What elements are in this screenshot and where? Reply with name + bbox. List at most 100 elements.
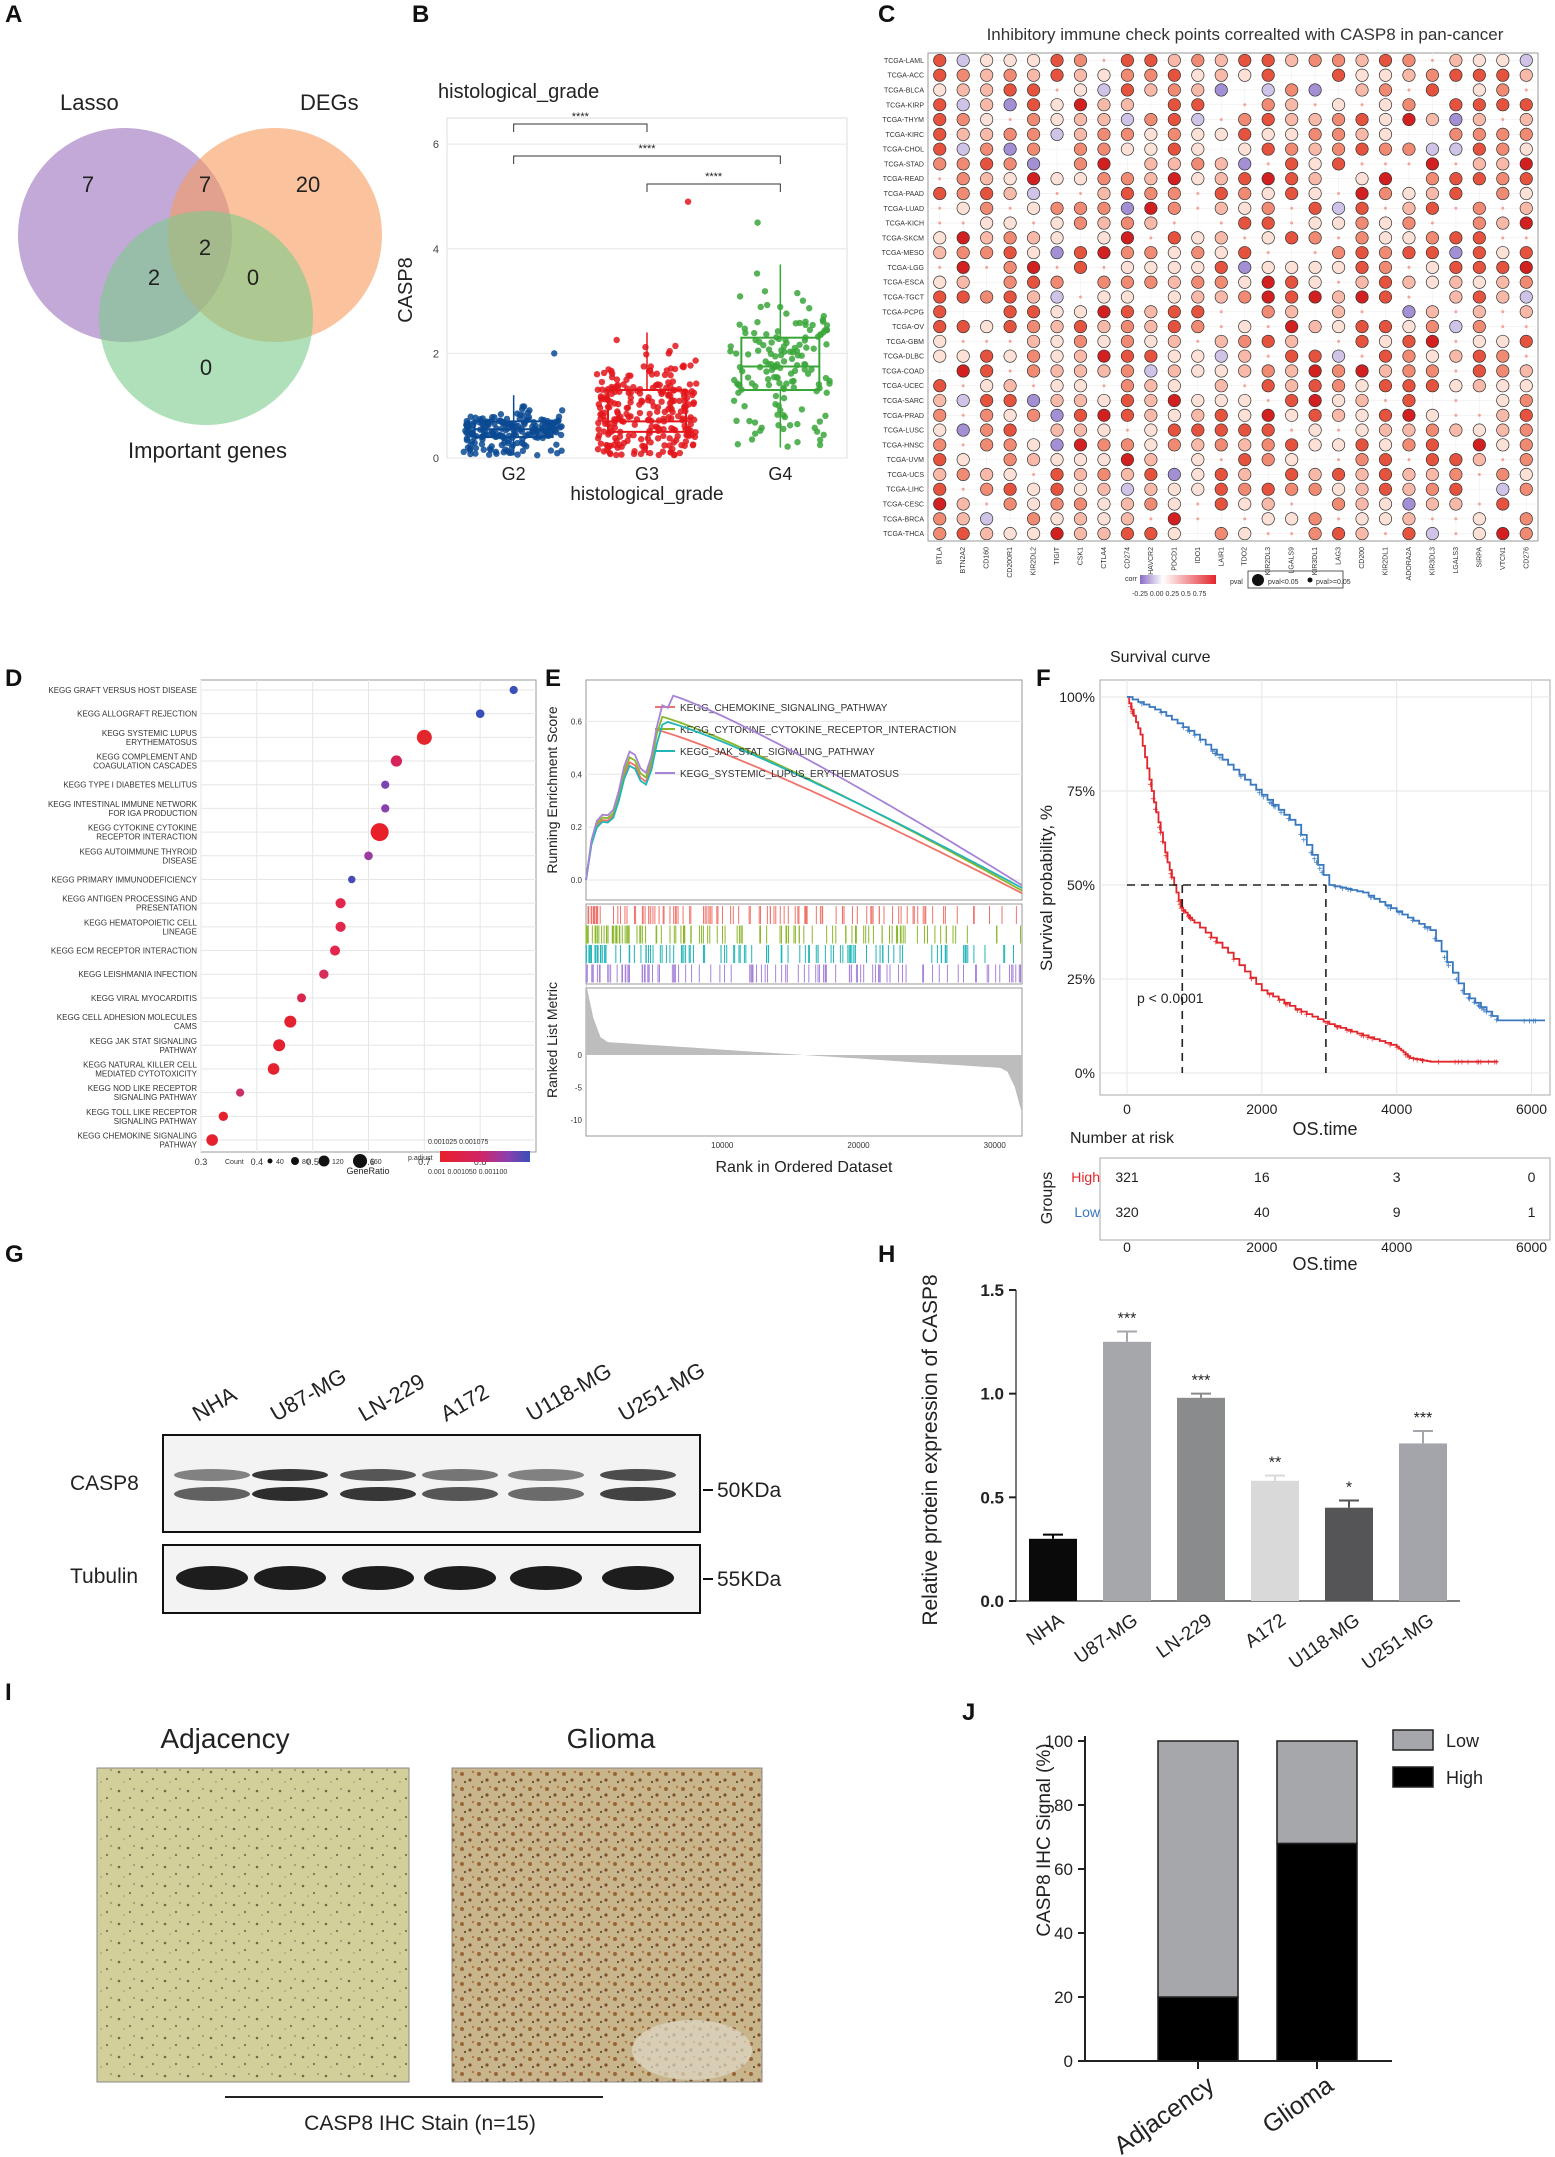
dot-heatmap-cell (1378, 423, 1393, 437)
dot-heatmap-cell (1425, 423, 1439, 437)
dot-heatmap-cell (1027, 201, 1041, 215)
dot-heatmap-cell (1144, 83, 1158, 97)
tubulin-band (424, 1566, 496, 1590)
km-censor-mark: + (1419, 1056, 1425, 1067)
dot-heatmap-col-label: CD274 (1124, 547, 1131, 569)
boxplot-point (648, 371, 656, 378)
dot-heatmap-cell (1496, 186, 1510, 201)
km-censor-mark: + (1261, 792, 1267, 803)
dot-heatmap-cell (1003, 275, 1017, 289)
kegg-term-label: KEGG CELL ADHESION MOLECULES CAMS (57, 1013, 197, 1031)
dot-heatmap-cell (1027, 275, 1041, 289)
boxplot-point (613, 336, 620, 344)
dot-heatmap-cell (1402, 467, 1416, 482)
dot-heatmap-cell (1402, 112, 1416, 127)
boxplot-point (748, 436, 756, 443)
dot-heatmap-cell (1055, 88, 1059, 92)
dot-heatmap-cell (1308, 364, 1322, 378)
dot-heatmap-cell (1191, 408, 1205, 422)
dot-heatmap-cell (1144, 438, 1158, 452)
boxplot-point (667, 372, 674, 379)
dot-heatmap-cell (1378, 275, 1393, 289)
gsea-ylabel-top: Running Enrichment Score (544, 706, 560, 874)
km-censor-mark: + (1176, 897, 1182, 908)
dot-heatmap-cell (1332, 379, 1346, 393)
dot-heatmap-cell (1496, 68, 1510, 82)
dot-heatmap-cell (1144, 216, 1158, 230)
kegg-xtick: 0.6 (362, 1157, 375, 1167)
dot-heatmap-cell (1337, 191, 1341, 195)
dot-heatmap-cell (1454, 413, 1458, 417)
kegg-term-label: KEGG SYSTEMIC LUPUS ERYTHEMATOSUS (102, 729, 197, 747)
dot-heatmap-col-label: IDO1 (1195, 547, 1202, 563)
dot-heatmap-cell (1238, 482, 1252, 496)
km-censor-mark: + (1446, 961, 1452, 972)
boxplot-point (765, 346, 773, 353)
dot-heatmap-cell (1332, 53, 1346, 67)
dot-heatmap-cell (1407, 295, 1411, 299)
dot-heatmap-col-label: ADORA2A (1406, 547, 1413, 581)
dot-heatmap-cell (1191, 320, 1205, 334)
dot-heatmap-cell (1402, 334, 1416, 348)
km-censor-mark: + (1335, 1023, 1341, 1034)
gsea-legend-label: KEGG_CHEMOKINE_SIGNALING_PATHWAY (680, 703, 888, 714)
dot-heatmap-cell (1332, 467, 1346, 482)
dot-heatmap-cell (1097, 408, 1111, 422)
gsea-xtick: 20000 (847, 1141, 870, 1150)
dot-heatmap-cell (1449, 482, 1463, 496)
dot-heatmap-cell (1003, 438, 1017, 452)
dot-heatmap-cell (1285, 98, 1299, 112)
dot-heatmap-cell (1073, 260, 1088, 274)
km-censor-mark: + (1358, 1031, 1364, 1042)
stacked-segment (1276, 1842, 1358, 2062)
dot-heatmap-cell (1425, 497, 1439, 511)
dot-heatmap-cell (1027, 231, 1041, 245)
km-ytick: 100% (1059, 689, 1095, 705)
boxplot-ylabel: CASP8 (395, 257, 417, 323)
dot-heatmap-cell (1073, 393, 1088, 408)
km-censor-mark: + (1488, 1011, 1494, 1022)
dot-heatmap-cell (1355, 231, 1369, 245)
dot-heatmap-cell (956, 512, 970, 526)
stacked-ytick: 0 (1064, 2052, 1073, 2071)
kegg-dot-chart: 0.30.40.50.60.70.8KEGG GRAFT VERSUS HOST… (48, 679, 537, 1176)
bar-ylabel: Relative protein expression of CASP8 (919, 1274, 942, 1625)
kegg-xtick: 0.7 (418, 1157, 431, 1167)
dot-heatmap-cell (1449, 423, 1463, 437)
dot-heatmap-cell (1402, 527, 1416, 541)
venn-label-lasso: Lasso (60, 90, 119, 115)
dot-heatmap-cell (1073, 142, 1088, 156)
km-censor-mark: + (1180, 723, 1186, 734)
dot-heatmap-cell (956, 423, 970, 437)
dot-heatmap-cell (1425, 157, 1439, 171)
dot-heatmap-cell (1285, 83, 1299, 97)
dot-heatmap-cell (1355, 53, 1369, 67)
dot-heatmap-cell (1519, 290, 1533, 304)
dot-heatmap-cell (1120, 334, 1134, 348)
boxplot-point (665, 392, 672, 399)
dot-heatmap-cell (1097, 112, 1111, 127)
boxplot-point (660, 432, 667, 440)
venn-circle-important (99, 211, 313, 425)
dot-heatmap-cell (1120, 482, 1134, 496)
dot-heatmap-row-label: TCGA-BRCA (883, 516, 925, 523)
dot-heatmap-cell (1308, 186, 1322, 201)
dot-heatmap-cell (1214, 423, 1228, 437)
km-xtick: 0 (1123, 1101, 1131, 1117)
km-censor-mark: + (1526, 1016, 1532, 1027)
dot-heatmap-cell (1472, 423, 1486, 437)
boxplot-point (763, 368, 770, 375)
km-censor-mark: + (1474, 1058, 1480, 1069)
km-censor-mark: + (1301, 836, 1307, 847)
dot-heatmap-cell (980, 186, 994, 201)
bar-sig-label: *** (1414, 1410, 1433, 1427)
dot-heatmap-cell (1308, 275, 1322, 289)
km-censor-mark: + (1465, 1058, 1471, 1069)
km-censor-mark: + (1153, 805, 1159, 816)
dot-heatmap-cell (1425, 275, 1439, 289)
dot-heatmap-cell (1472, 201, 1486, 215)
dot-heatmap-cell (1191, 482, 1205, 496)
bar-error (1413, 1429, 1433, 1444)
dot-heatmap-cell (1120, 98, 1134, 112)
dot-heatmap-cell (1027, 497, 1041, 511)
